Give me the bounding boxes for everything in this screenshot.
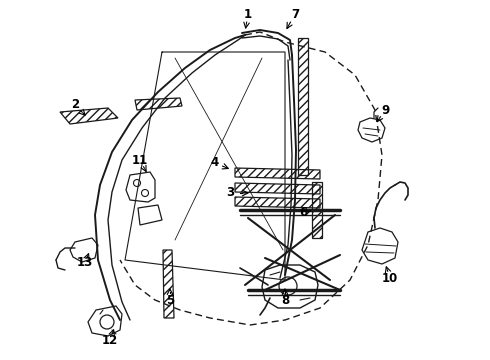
Text: 2: 2 [71,99,79,112]
Text: 11: 11 [132,153,148,166]
Text: 3: 3 [226,186,234,199]
Text: 10: 10 [382,271,398,284]
Text: 7: 7 [291,8,299,21]
Text: 4: 4 [211,157,219,170]
Text: 12: 12 [102,333,118,346]
Text: 6: 6 [299,207,307,220]
Text: 5: 5 [166,293,174,306]
Text: 1: 1 [244,8,252,21]
Text: 9: 9 [381,104,389,117]
Text: 13: 13 [77,256,93,270]
Text: 8: 8 [281,293,289,306]
